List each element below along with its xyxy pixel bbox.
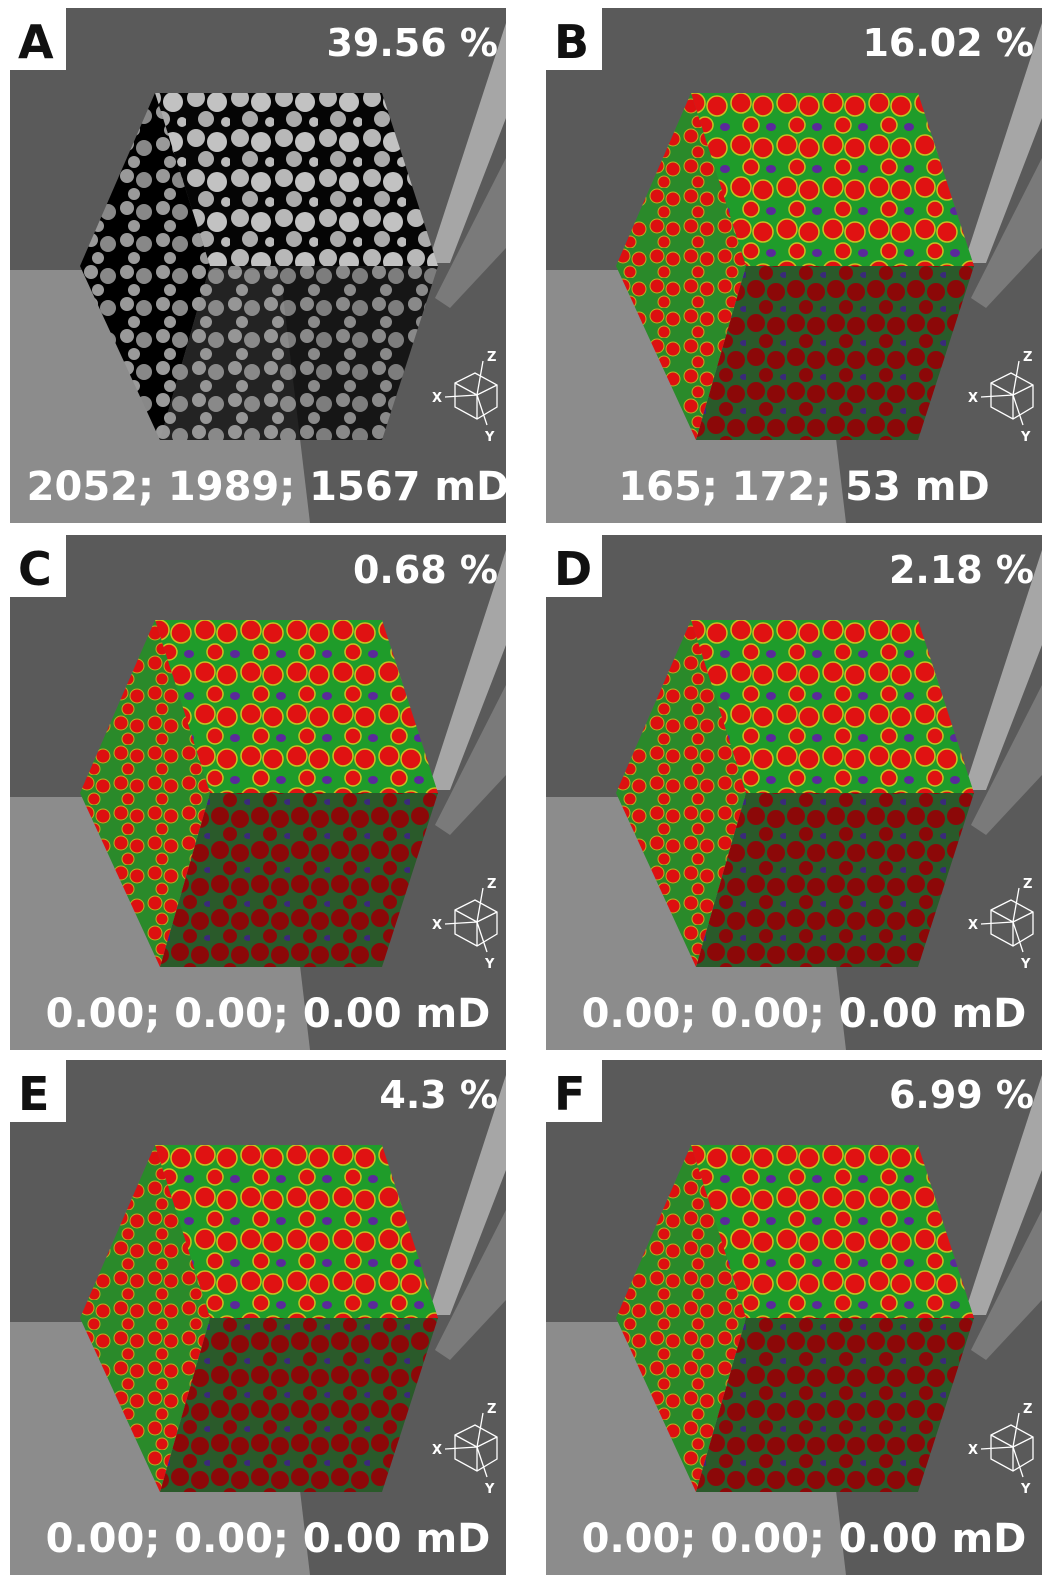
- axis-label: X: [968, 1443, 978, 1458]
- panel-label: C: [18, 542, 52, 596]
- axis-label: X: [432, 918, 442, 933]
- axis-label: Y: [484, 430, 495, 445]
- panel-label: A: [18, 15, 54, 69]
- axis-label: X: [968, 391, 978, 406]
- axis-label: X: [432, 1443, 442, 1458]
- porosity: 4.3 %: [379, 1073, 498, 1117]
- panel: D 2.18 % 0.00; 0.00; 0.00 mD Z X Y: [546, 535, 1042, 1050]
- panel-label: B: [554, 15, 589, 69]
- figure: A 39.56 % 2052; 1989; 1567 mD Z X Y B 16.02 % 16…: [0, 0, 1049, 1577]
- axis-label: Y: [484, 957, 495, 972]
- permeability: 0.00; 0.00; 0.00 mD: [46, 991, 491, 1037]
- axis-label: Z: [487, 877, 496, 892]
- panel: B 16.02 % 165; 172; 53 mD Z X Y: [546, 8, 1042, 523]
- panel: C 0.68 % 0.00; 0.00; 0.00 mD Z X Y: [10, 535, 506, 1050]
- axis-label: Y: [1020, 430, 1031, 445]
- panel-label: F: [554, 1067, 585, 1121]
- axis-label: Z: [1023, 877, 1032, 892]
- permeability: 0.00; 0.00; 0.00 mD: [582, 991, 1027, 1037]
- permeability: 0.00; 0.00; 0.00 mD: [582, 1516, 1027, 1562]
- panel: E 4.3 % 0.00; 0.00; 0.00 mD Z X Y: [10, 1060, 506, 1575]
- axis-label: Y: [1020, 957, 1031, 972]
- panel-label: D: [554, 542, 592, 596]
- axis-label: Z: [487, 1402, 496, 1417]
- porosity: 2.18 %: [889, 548, 1034, 592]
- panel: F 6.99 % 0.00; 0.00; 0.00 mD Z X Y: [546, 1060, 1042, 1575]
- permeability: 165; 172; 53 mD: [618, 464, 989, 510]
- porosity: 39.56 %: [326, 21, 498, 65]
- axis-label: Y: [484, 1482, 495, 1497]
- axis-label: Y: [1020, 1482, 1031, 1497]
- panel: A 39.56 % 2052; 1989; 1567 mD Z X Y: [10, 8, 509, 523]
- axis-label: Z: [487, 350, 496, 365]
- porosity: 16.02 %: [862, 21, 1034, 65]
- axis-label: X: [432, 391, 442, 406]
- panel-label: E: [18, 1067, 49, 1121]
- axis-label: Z: [1023, 1402, 1032, 1417]
- permeability: 0.00; 0.00; 0.00 mD: [46, 1516, 491, 1562]
- axis-label: Z: [1023, 350, 1032, 365]
- axis-label: X: [968, 918, 978, 933]
- porosity: 0.68 %: [353, 548, 498, 592]
- permeability: 2052; 1989; 1567 mD: [27, 464, 510, 510]
- porosity: 6.99 %: [889, 1073, 1034, 1117]
